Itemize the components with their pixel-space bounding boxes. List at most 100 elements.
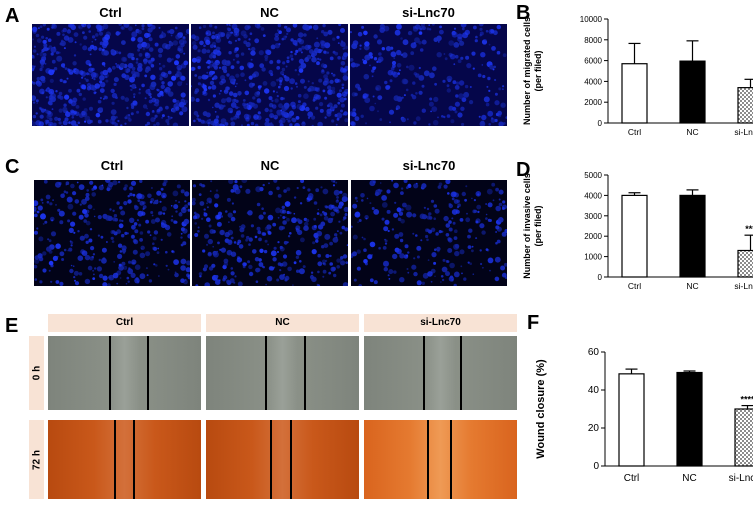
nucleus-dot [218, 279, 221, 282]
nucleus-dot [387, 274, 390, 277]
nucleus-dot [336, 92, 342, 98]
nucleus-dot [264, 54, 269, 59]
nucleus-dot [37, 253, 43, 259]
nucleus-dot [361, 25, 365, 29]
nucleus-dot [198, 26, 202, 29]
nucleus-dot [327, 89, 333, 95]
nucleus-dot [434, 248, 437, 251]
nucleus-dot [412, 232, 415, 235]
nucleus-dot [323, 74, 328, 79]
nucleus-dot [42, 24, 46, 27]
nucleus-dot [236, 257, 243, 263]
nucleus-dot [415, 92, 418, 95]
nucleus-dot [279, 263, 284, 267]
nucleus-dot [322, 24, 326, 28]
nucleus-dot [319, 108, 324, 113]
nucleus-dot [43, 56, 46, 59]
nucleus-dot [396, 24, 402, 30]
nucleus-dot [34, 213, 38, 218]
nucleus-dot [144, 68, 150, 73]
nucleus-dot [392, 71, 399, 78]
nucleus-dot [63, 248, 67, 252]
nucleus-dot [394, 29, 401, 36]
nucleus-dot [176, 71, 182, 78]
nucleus-dot [79, 70, 84, 75]
nucleus-dot [487, 202, 493, 208]
y-tick-label: 60 [588, 347, 600, 358]
nucleus-dot [245, 238, 248, 242]
nucleus-dot [453, 236, 458, 240]
nucleus-dot [228, 180, 234, 184]
nucleus-dot [209, 190, 212, 192]
y-tick-label: 40 [588, 385, 600, 396]
nucleus-dot [290, 57, 294, 61]
nucleus-dot [427, 271, 433, 277]
nucleus-dot [111, 65, 116, 70]
nucleus-dot [313, 41, 320, 48]
nucleus-dot [350, 121, 355, 126]
nucleus-dot [67, 68, 71, 72]
nucleus-dot [204, 233, 209, 239]
nucleus-dot [494, 78, 497, 82]
nucleus-dot [440, 275, 444, 278]
nucleus-dot [61, 258, 65, 261]
nucleus-dot [130, 180, 137, 186]
nucleus-dot [300, 62, 307, 69]
nucleus-dot [36, 53, 39, 56]
nucleus-dot [352, 203, 358, 209]
nucleus-dot [415, 116, 421, 122]
nucleus-dot [266, 275, 273, 282]
nucleus-dot [230, 251, 237, 257]
nucleus-dot [131, 105, 135, 109]
nucleus-dot [358, 284, 362, 286]
nucleus-dot [457, 112, 463, 118]
nucleus-dot [230, 267, 234, 270]
nucleus-dot [389, 79, 393, 83]
nucleus-dot [199, 275, 202, 278]
nucleus-dot [298, 268, 305, 275]
nucleus-dot [185, 267, 190, 273]
nucleus-dot [131, 31, 138, 38]
nucleus-dot [352, 108, 356, 112]
nucleus-dot [160, 84, 165, 89]
nucleus-dot [134, 277, 140, 284]
nucleus-dot [416, 182, 418, 185]
nucleus-dot [119, 219, 122, 222]
nucleus-dot [207, 238, 213, 245]
nucleus-dot [341, 91, 348, 97]
nucleus-dot [339, 231, 343, 235]
nucleus-dot [383, 226, 389, 232]
nucleus-dot [317, 261, 323, 267]
nucleus-dot [167, 81, 173, 87]
nucleus-dot [48, 121, 54, 126]
nucleus-dot [173, 259, 180, 265]
nucleus-dot [181, 106, 188, 113]
nucleus-dot [257, 230, 262, 235]
nucleus-dot [295, 255, 300, 259]
nucleus-dot [182, 241, 187, 246]
nucleus-dot [84, 77, 87, 80]
nucleus-dot [498, 121, 504, 126]
nucleus-dot [74, 281, 80, 286]
nucleus-dot [130, 112, 134, 116]
nucleus-dot [421, 39, 427, 45]
nucleus-dot [38, 121, 44, 126]
nucleus-dot [126, 68, 131, 73]
nucleus-dot [303, 225, 309, 231]
nucleus-dot [373, 57, 378, 61]
nucleus-dot [259, 85, 262, 88]
nucleus-dot [239, 185, 243, 189]
nucleus-dot [480, 262, 483, 266]
nucleus-dot [226, 97, 232, 103]
nucleus-dot [73, 110, 77, 115]
nucleus-dot [72, 265, 75, 267]
nucleus-dot [91, 187, 95, 191]
nucleus-dot [416, 255, 420, 259]
nucleus-dot [187, 202, 190, 206]
nucleus-dot [85, 59, 91, 66]
nucleus-dot [95, 33, 99, 37]
nucleus-dot [135, 57, 139, 61]
nucleus-dot [117, 253, 123, 259]
nucleus-dot [279, 208, 285, 214]
